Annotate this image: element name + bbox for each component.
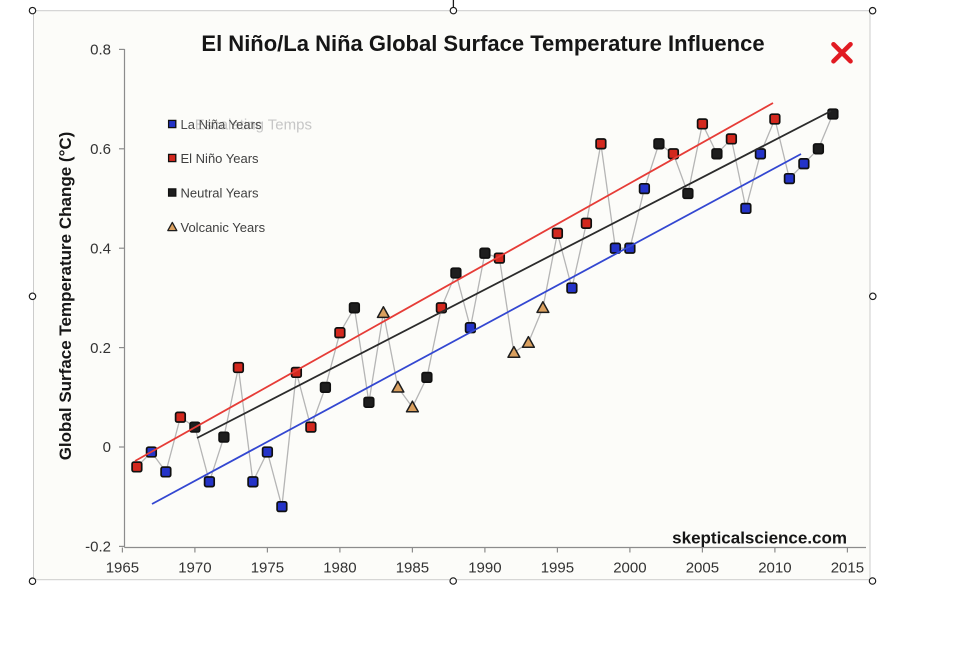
- svg-text:2010: 2010: [758, 560, 791, 577]
- svg-text:1975: 1975: [251, 560, 284, 577]
- svg-text:Neutral Years: Neutral Years: [181, 185, 260, 200]
- svg-text:1995: 1995: [541, 560, 574, 577]
- svg-text:1970: 1970: [178, 560, 211, 577]
- svg-text:0.2: 0.2: [90, 340, 111, 357]
- svg-text:1965: 1965: [106, 560, 139, 577]
- svg-text:0.6: 0.6: [90, 141, 111, 158]
- svg-text:-0.2: -0.2: [85, 539, 111, 556]
- svg-text:2015: 2015: [831, 560, 864, 577]
- svg-text:0.8: 0.8: [90, 42, 111, 59]
- svg-text:1990: 1990: [468, 560, 501, 577]
- svg-text:1985: 1985: [396, 560, 429, 577]
- svg-text:1980: 1980: [323, 560, 356, 577]
- svg-text:0.4: 0.4: [90, 240, 111, 257]
- svg-text:Global Surface Temperature Cha: Global Surface Temperature Change (°C): [56, 132, 75, 461]
- svg-text:2000: 2000: [613, 560, 646, 577]
- svg-text:Escalating Temps: Escalating Temps: [195, 117, 312, 134]
- svg-text:2005: 2005: [686, 560, 719, 577]
- svg-text:skepticalscience.com: skepticalscience.com: [672, 529, 847, 548]
- svg-text:0: 0: [103, 439, 111, 456]
- svg-text:El Niño Years: El Niño Years: [181, 151, 260, 166]
- svg-text:Volcanic Years: Volcanic Years: [181, 220, 266, 235]
- svg-text:El Niño/La Niña Global Surface: El Niño/La Niña Global Surface Temperatu…: [201, 31, 764, 56]
- svg-text:La Niña Years: La Niña Years: [181, 117, 262, 132]
